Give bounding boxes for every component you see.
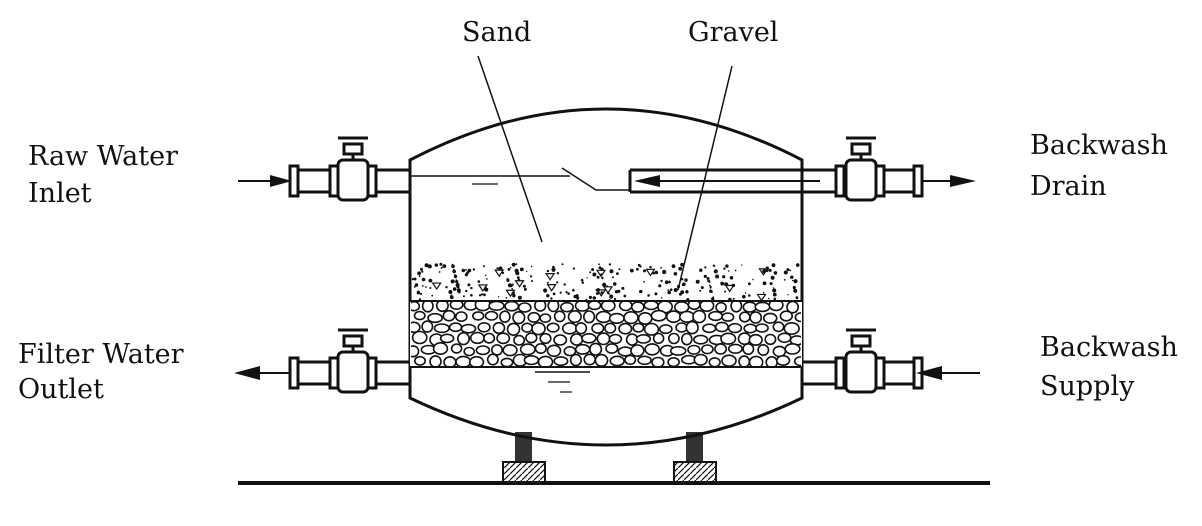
gravel-layer (410, 300, 802, 368)
filter-water-outlet-label-line2: Outlet (18, 374, 104, 405)
valve-icon (844, 136, 878, 202)
sand-layer (411, 262, 800, 302)
water-level-line (410, 167, 630, 393)
gravel-label: Gravel (688, 17, 779, 48)
support-left (502, 432, 546, 483)
backwash-drain-label-line2: Drain (1030, 171, 1107, 202)
valve-icon (844, 328, 878, 394)
gravel-leader-line (677, 65, 733, 291)
filter-tank (408, 107, 804, 447)
valve-icon (336, 328, 370, 394)
backwash-supply-label-line2: Supply (1040, 371, 1135, 402)
arrow-left-icon (634, 175, 820, 187)
arrow-left-icon (234, 366, 290, 380)
valve-icon (336, 136, 370, 202)
raw-water-inlet-label-line2: Inlet (28, 178, 92, 209)
raw-water-inlet-label-line1: Raw Water (28, 141, 178, 172)
arrow-right-icon (922, 175, 976, 187)
sand-leader-line (477, 55, 543, 243)
filter-water-outlet-label-line1: Filter Water (18, 339, 184, 370)
sand-label: Sand (462, 17, 532, 48)
backwash-drain-label-line1: Backwash (1030, 130, 1168, 161)
arrow-right-icon (238, 175, 292, 187)
arrow-left-icon (916, 366, 980, 380)
backwash-supply-label-line1: Backwash (1040, 332, 1178, 363)
support-right (673, 432, 717, 483)
